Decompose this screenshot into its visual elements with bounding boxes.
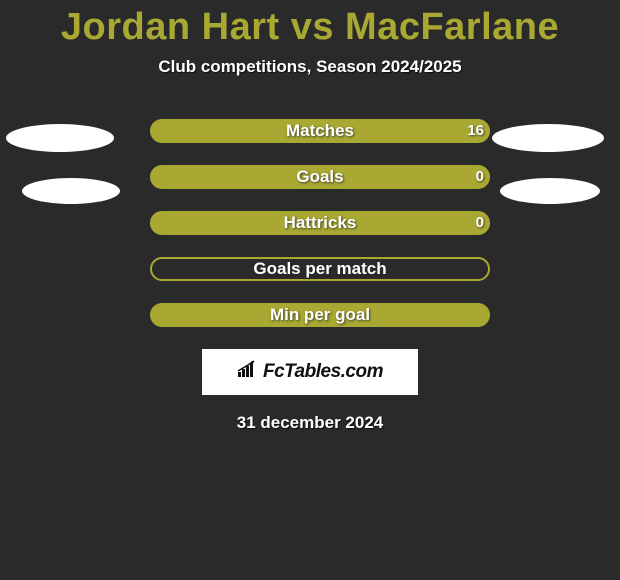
stat-bar: [150, 165, 490, 189]
stat-bar: [150, 303, 490, 327]
stats-chart: Matches16 Goals0 Hattricks0 Goals per match…: [10, 119, 610, 327]
stat-row: Goals0: [10, 165, 610, 189]
stat-row: Hattricks0: [10, 211, 610, 235]
stat-bar: [150, 211, 490, 235]
logo-label: FcTables.com: [263, 361, 383, 383]
page-title: Jordan Hart vs MacFarlane: [0, 0, 620, 49]
stat-bar: [150, 119, 490, 143]
stat-bar: [150, 257, 490, 281]
comparison-infographic: Jordan Hart vs MacFarlane Club competiti…: [0, 0, 620, 580]
stat-row: Min per goal: [10, 303, 610, 327]
stat-row: Matches16: [10, 119, 610, 143]
bar-chart-icon: [237, 360, 259, 384]
stat-row: Goals per match: [10, 257, 610, 281]
source-logo: FcTables.com: [202, 349, 418, 395]
logo-text: FcTables.com: [237, 360, 383, 384]
subtitle: Club competitions, Season 2024/2025: [0, 57, 620, 77]
snapshot-date: 31 december 2024: [0, 413, 620, 433]
